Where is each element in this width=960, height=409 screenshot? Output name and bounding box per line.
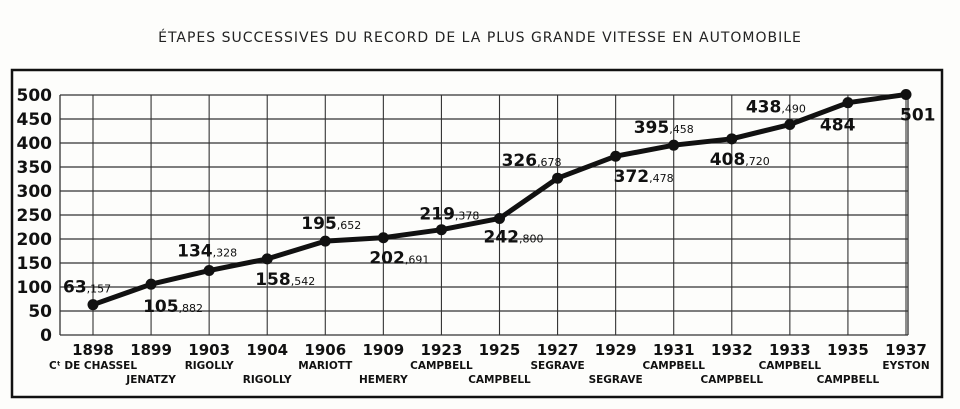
- data-label: 484: [820, 116, 856, 136]
- y-tick-label: 500: [17, 86, 53, 106]
- driver-label: SEGRAVE: [530, 360, 584, 372]
- data-point: [435, 224, 447, 236]
- driver-label: EYSTON: [882, 360, 929, 372]
- data-label: 395,458: [634, 118, 694, 138]
- x-tick-label: 1927: [537, 341, 579, 359]
- x-tick-label: 1937: [885, 341, 927, 359]
- data-point: [668, 139, 680, 151]
- data-label: 105,882: [143, 297, 203, 317]
- data-point: [203, 265, 215, 277]
- data-point: [319, 235, 331, 247]
- x-tick-label: 1935: [827, 341, 869, 359]
- data-label: 501: [900, 106, 936, 126]
- x-tick-label: 1898: [72, 341, 114, 359]
- driver-label: CAMPBELL: [817, 374, 880, 386]
- driver-label: CAMPBELL: [759, 360, 822, 372]
- data-label: 63,157: [63, 278, 111, 298]
- x-tick-label: 1903: [188, 341, 230, 359]
- driver-label: SEGRAVE: [589, 374, 643, 386]
- data-point: [610, 150, 622, 162]
- data-label: 134,328: [177, 242, 237, 262]
- data-label: 326,678: [502, 151, 562, 171]
- data-label: 372,478: [614, 167, 674, 187]
- x-tick-label: 1932: [711, 341, 753, 359]
- x-tick-label: 1923: [421, 341, 463, 359]
- x-tick-label: 1899: [130, 341, 172, 359]
- x-tick-label: 1909: [362, 341, 404, 359]
- y-tick-label: 350: [17, 158, 53, 178]
- x-tick-label: 1925: [479, 341, 521, 359]
- data-label: 202,691: [369, 249, 429, 269]
- x-tick-label: 1904: [246, 341, 288, 359]
- data-point: [552, 172, 564, 184]
- data-label: 219,378: [419, 205, 479, 225]
- data-point: [784, 119, 796, 131]
- driver-label: CAMPBELL: [701, 374, 764, 386]
- y-tick-label: 200: [17, 230, 53, 250]
- y-tick-label: 450: [17, 110, 53, 130]
- y-tick-label: 250: [17, 206, 53, 226]
- data-label: 408,720: [710, 150, 770, 170]
- data-point: [494, 212, 505, 224]
- driver-label: CAMPBELL: [642, 360, 705, 372]
- driver-label: JENATZY: [125, 374, 176, 386]
- data-point: [145, 278, 157, 290]
- chart-frame: [10, 68, 944, 399]
- driver-label: RIGOLLY: [243, 374, 292, 386]
- data-label: 438,490: [746, 98, 806, 118]
- x-tick-label: 1933: [769, 341, 811, 359]
- data-point: [87, 299, 99, 311]
- data-label: 242,800: [484, 227, 544, 247]
- driver-label: MARIOTT: [298, 360, 353, 372]
- y-tick-label: 0: [40, 326, 52, 346]
- data-point: [842, 97, 854, 109]
- x-tick-label: 1906: [304, 341, 346, 359]
- x-tick-label: 1931: [653, 341, 695, 359]
- data-point: [377, 232, 389, 244]
- y-tick-label: 50: [28, 302, 52, 322]
- driver-label: CAMPBELL: [410, 360, 473, 372]
- driver-label: HEMERY: [359, 374, 408, 386]
- data-label: 195,652: [301, 214, 361, 234]
- driver-label: RIGOLLY: [185, 360, 234, 372]
- data-label: 158,542: [255, 270, 315, 290]
- driver-label: CAMPBELL: [468, 374, 531, 386]
- data-point: [900, 89, 912, 101]
- y-tick-label: 400: [17, 134, 53, 154]
- y-tick-label: 100: [17, 278, 53, 298]
- y-tick-label: 150: [17, 254, 53, 274]
- data-point: [726, 133, 738, 145]
- x-tick-label: 1929: [595, 341, 637, 359]
- driver-label: Cᵗ DE CHASSEL: [49, 360, 137, 372]
- y-tick-label: 300: [17, 182, 53, 202]
- chart-title: ÉTAPES SUCCESSIVES DU RECORD DE LA PLUS …: [158, 30, 802, 46]
- data-point: [261, 253, 273, 265]
